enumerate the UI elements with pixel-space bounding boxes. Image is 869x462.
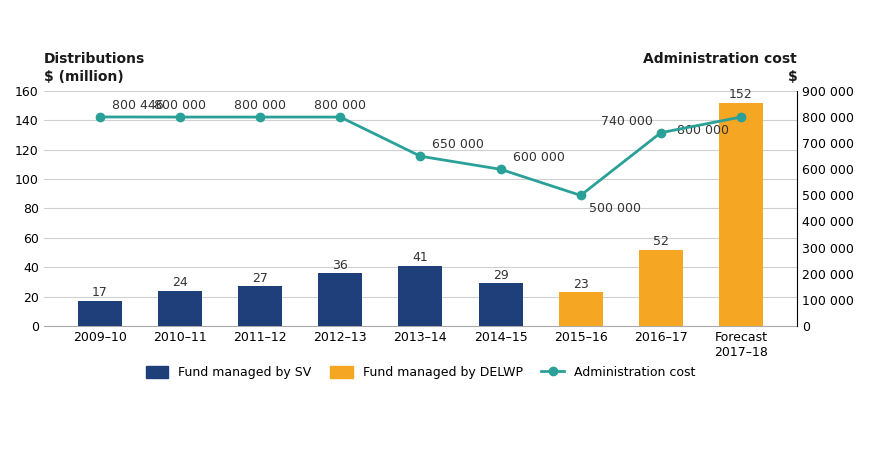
Text: 152: 152 — [729, 88, 753, 101]
Text: 17: 17 — [92, 286, 108, 299]
Text: 500 000: 500 000 — [588, 202, 640, 215]
Bar — [238, 286, 282, 326]
Bar — [158, 291, 202, 326]
Text: 36: 36 — [333, 259, 348, 272]
Text: Distributions: Distributions — [43, 52, 145, 66]
Text: 41: 41 — [413, 251, 428, 264]
Bar — [318, 273, 362, 326]
Text: Administration cost: Administration cost — [643, 52, 797, 66]
Text: 800 000: 800 000 — [315, 99, 367, 112]
Text: 650 000: 650 000 — [433, 138, 484, 151]
Legend: Fund managed by SV, Fund managed by DELWP, Administration cost: Fund managed by SV, Fund managed by DELW… — [139, 360, 701, 385]
Text: 800 000: 800 000 — [235, 99, 286, 112]
Bar — [398, 266, 442, 326]
Bar — [559, 292, 603, 326]
Text: 24: 24 — [172, 276, 188, 289]
Text: 52: 52 — [653, 235, 668, 248]
Text: 29: 29 — [493, 269, 508, 282]
Text: 27: 27 — [252, 272, 269, 285]
Bar — [719, 103, 763, 326]
Text: 800 000: 800 000 — [677, 124, 729, 137]
Text: 23: 23 — [573, 278, 588, 291]
Text: $ (million): $ (million) — [43, 70, 123, 84]
Bar — [479, 283, 522, 326]
Text: 800 000: 800 000 — [154, 99, 206, 112]
Text: 600 000: 600 000 — [513, 151, 565, 164]
Text: 740 000: 740 000 — [600, 115, 653, 128]
Bar — [639, 249, 683, 326]
Bar — [78, 301, 122, 326]
Text: 800 446: 800 446 — [112, 99, 163, 112]
Text: $: $ — [787, 70, 797, 84]
